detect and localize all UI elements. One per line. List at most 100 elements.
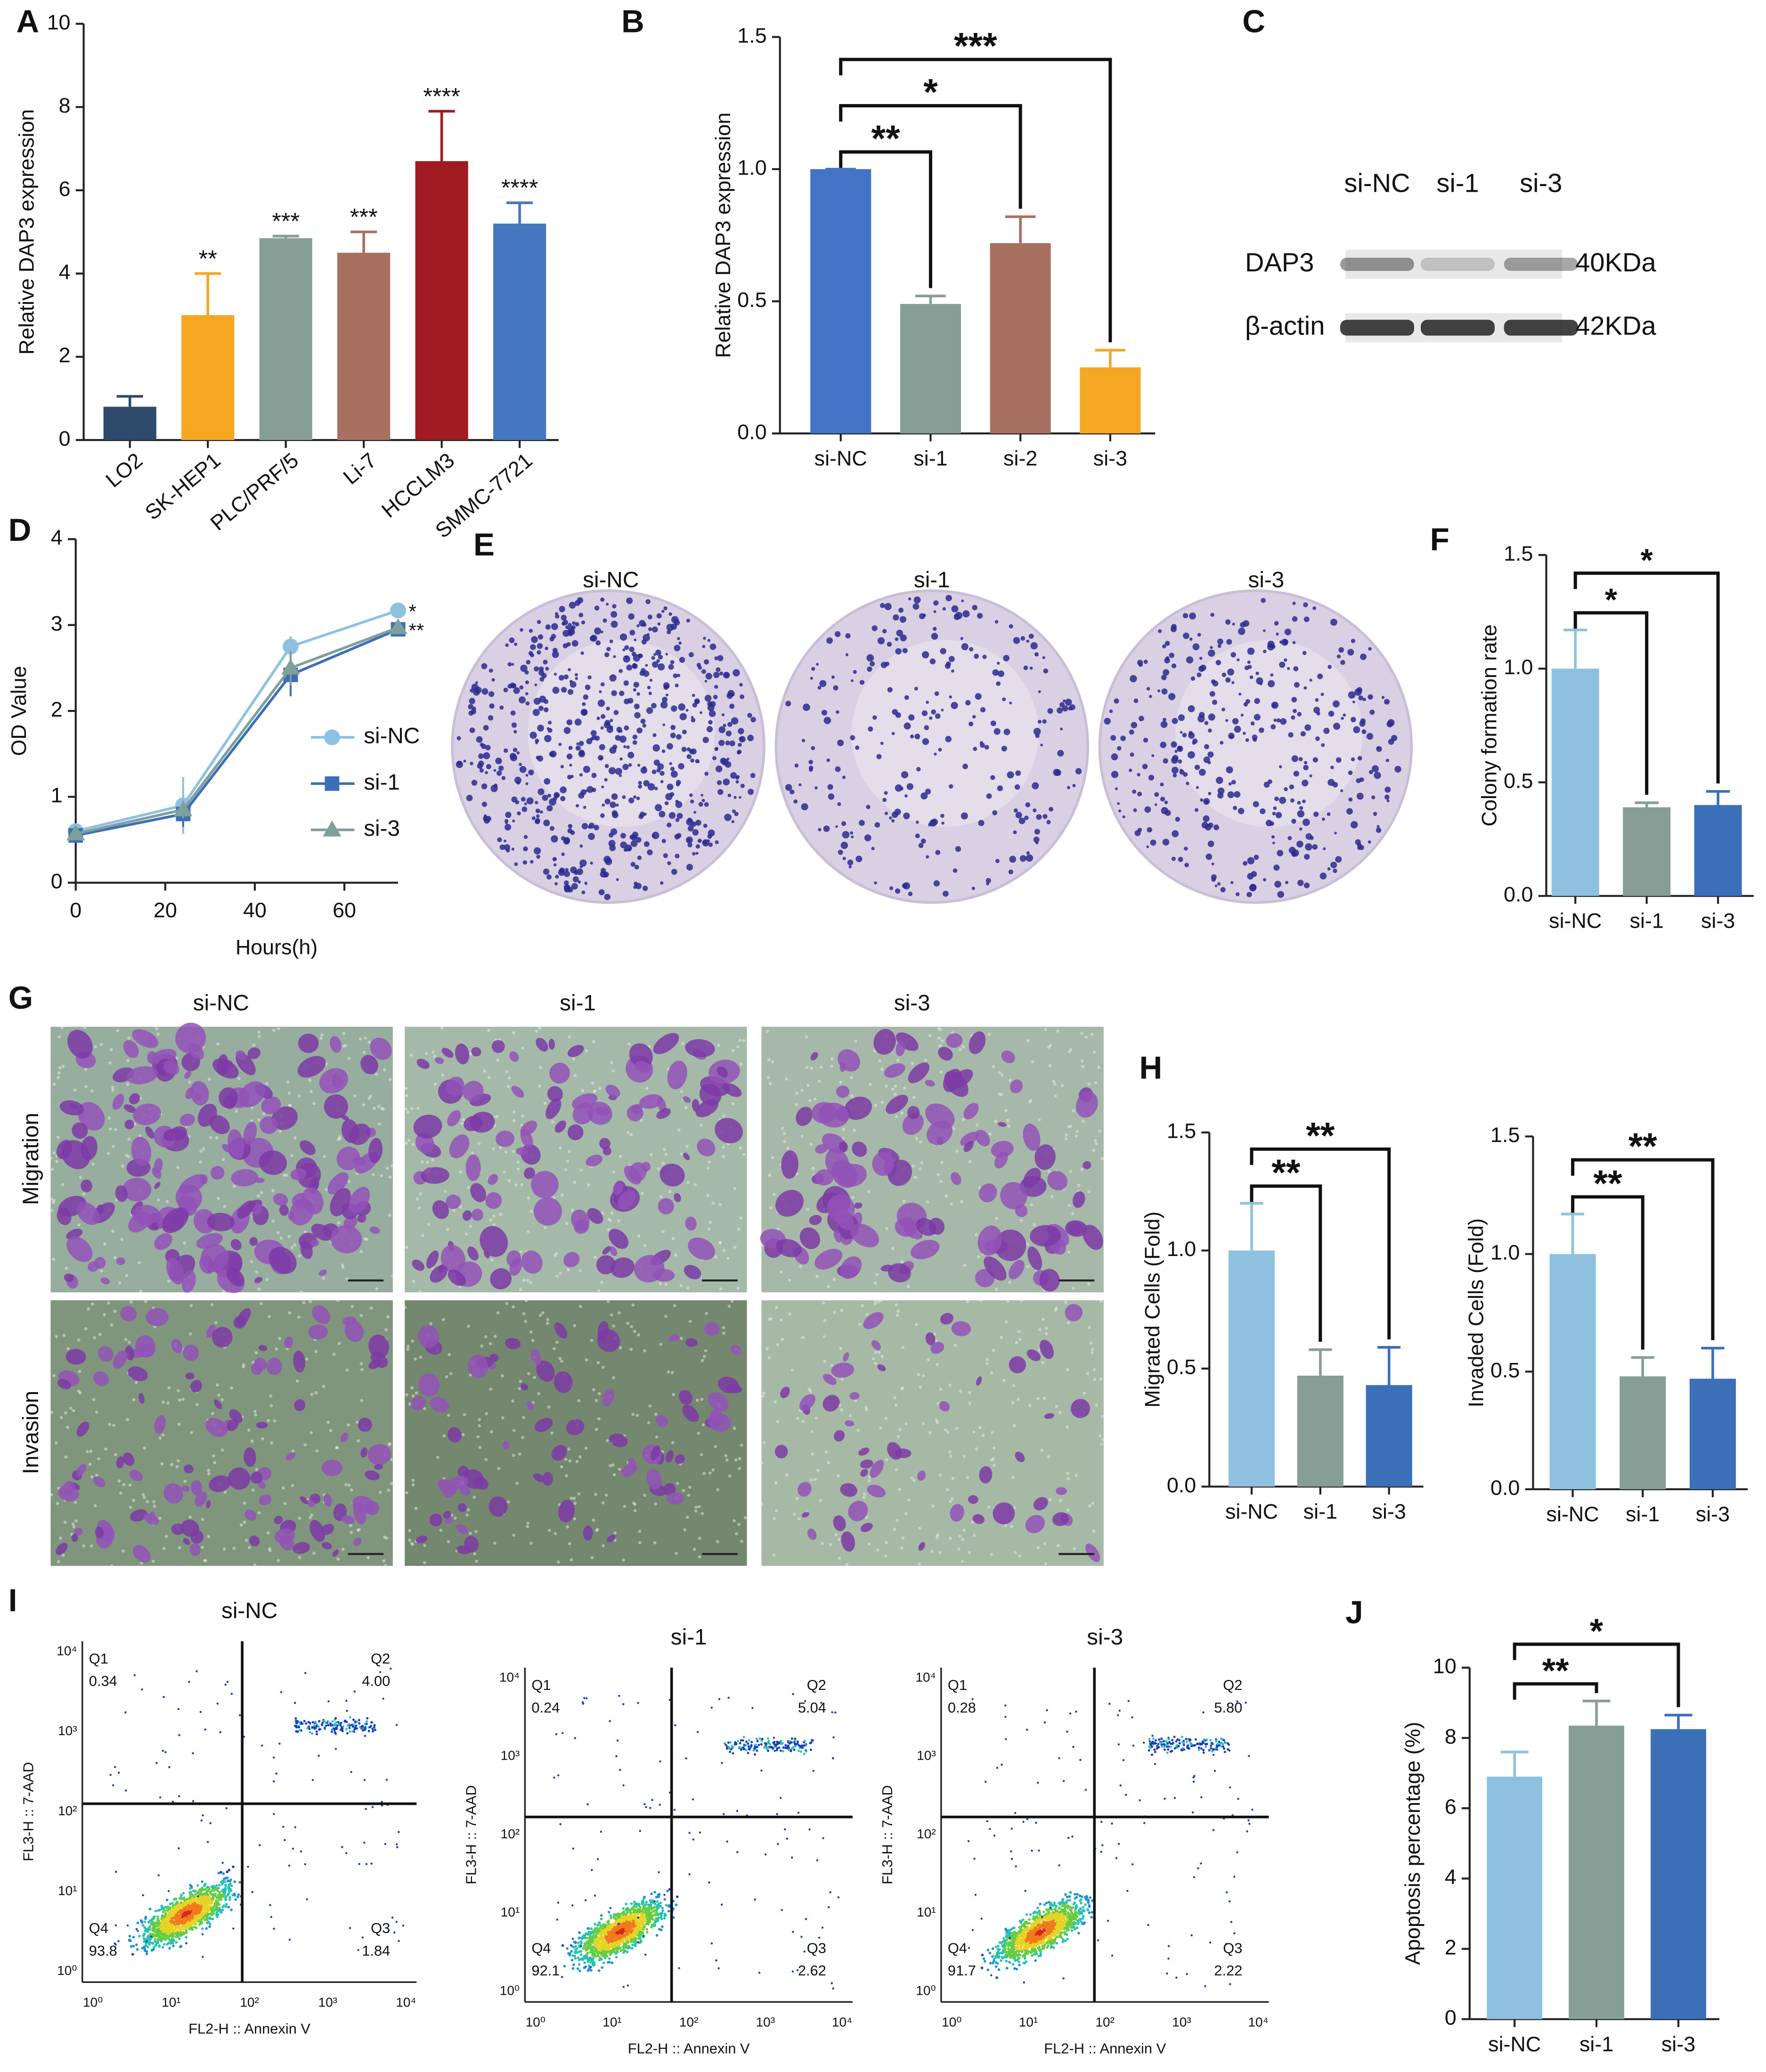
colony [610,620,618,628]
bar [337,253,391,441]
pore [286,1080,290,1084]
cell [886,1094,908,1114]
size-label: 40KDa [1575,247,1656,277]
pore [560,1359,563,1363]
y-tick-label: 1.5 [1490,1123,1520,1147]
significance-bracket [839,104,1022,209]
pore [1082,1392,1086,1395]
colony [1208,791,1212,795]
pore [891,1247,895,1250]
pore [560,1465,563,1468]
pore [768,1082,772,1085]
cell [609,1229,629,1249]
colony [1164,800,1168,804]
pore [738,1457,741,1460]
pore [840,1377,844,1381]
colony [918,843,924,848]
colony [727,793,732,798]
significance-label: *** [350,204,378,230]
colony [1003,728,1010,735]
pore [212,1454,215,1458]
colony [1161,807,1169,815]
colony [591,735,596,740]
colony [543,819,550,826]
colony [535,800,538,805]
colony [986,882,989,886]
cell [228,1467,251,1490]
pore [189,1332,192,1336]
pore [223,1205,226,1208]
colony [689,793,693,797]
pore [704,1349,708,1353]
pore [1055,1404,1058,1408]
colony [1253,738,1257,742]
event-dot [168,1923,171,1926]
pore [1074,1134,1078,1138]
colony [1161,675,1167,680]
cell [147,1051,157,1064]
colony [602,803,605,807]
colony [834,631,841,637]
pore [806,1084,810,1087]
pore [1060,1084,1064,1087]
colony [519,763,522,766]
pore [664,1314,667,1318]
colony [808,759,813,765]
colony [660,881,664,885]
colony [512,819,515,823]
significance-label: ** [1593,1163,1622,1204]
cell [185,1372,195,1379]
pore [1084,1036,1088,1039]
y-tick-label: 0.0 [737,420,766,444]
cell [71,1534,78,1542]
cell [663,1483,676,1496]
cell [200,1174,208,1185]
event-dot [141,1924,145,1927]
legend-label: si-1 [364,770,400,795]
pore [939,1387,942,1391]
pore [557,1560,560,1564]
event-dot [143,1940,146,1943]
cell [563,1252,580,1268]
cell [524,1167,535,1179]
pore [637,1234,641,1238]
colony [1287,667,1290,670]
colony [707,639,711,642]
colony [1069,704,1075,710]
pore [51,1167,54,1171]
pore [795,1092,798,1095]
panel-label: B [621,4,644,39]
pore [344,1044,347,1047]
colony [625,655,628,660]
pore [386,1315,390,1319]
pore [955,1150,959,1153]
pore [779,1318,783,1322]
colony [587,675,592,680]
cell [715,1118,743,1143]
colony [915,833,920,839]
pore [356,1528,360,1532]
cell [76,1202,100,1225]
event-dot [222,1872,225,1875]
pore [519,1250,523,1254]
colony [627,698,634,704]
cell [627,1105,643,1122]
pore [1055,1306,1058,1310]
colony [730,772,737,779]
colony [725,740,730,746]
colony [640,718,646,724]
colony [470,761,473,766]
colony [710,701,716,707]
bar [1569,1725,1625,2019]
significance-label: * [409,600,416,622]
event-dot [155,1934,157,1938]
pore [629,1347,633,1351]
pore [446,1228,449,1231]
pore [972,1534,976,1537]
pore [716,1488,720,1492]
colony [945,595,952,602]
colony [536,855,540,859]
cell [116,1456,124,1468]
colony [520,628,523,632]
colony [1171,741,1177,748]
